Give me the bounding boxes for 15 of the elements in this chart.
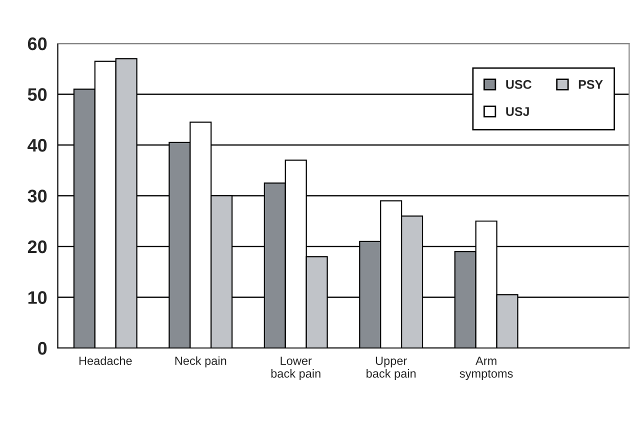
legend-label: USJ: [506, 107, 529, 116]
x-tick-label: Arm symptoms: [460, 356, 513, 380]
y-tick-label: 30: [28, 190, 47, 202]
legend-label: USC: [506, 80, 532, 89]
x-tick-label: Lower back pain: [271, 356, 320, 380]
y-tick-label: 10: [28, 291, 47, 304]
y-tick-label: 50: [28, 88, 47, 101]
x-tick-label: Neck pain: [175, 356, 226, 368]
x-tick-label: Upper back pain: [366, 356, 416, 380]
y-tick-label: 0: [38, 342, 47, 355]
x-tick-label: Headache: [79, 356, 132, 366]
y-tick-label: 60: [28, 37, 47, 50]
y-tick-label: 40: [28, 138, 47, 152]
legend-label: PSY: [578, 80, 603, 89]
y-tick-label: 20: [28, 240, 47, 254]
